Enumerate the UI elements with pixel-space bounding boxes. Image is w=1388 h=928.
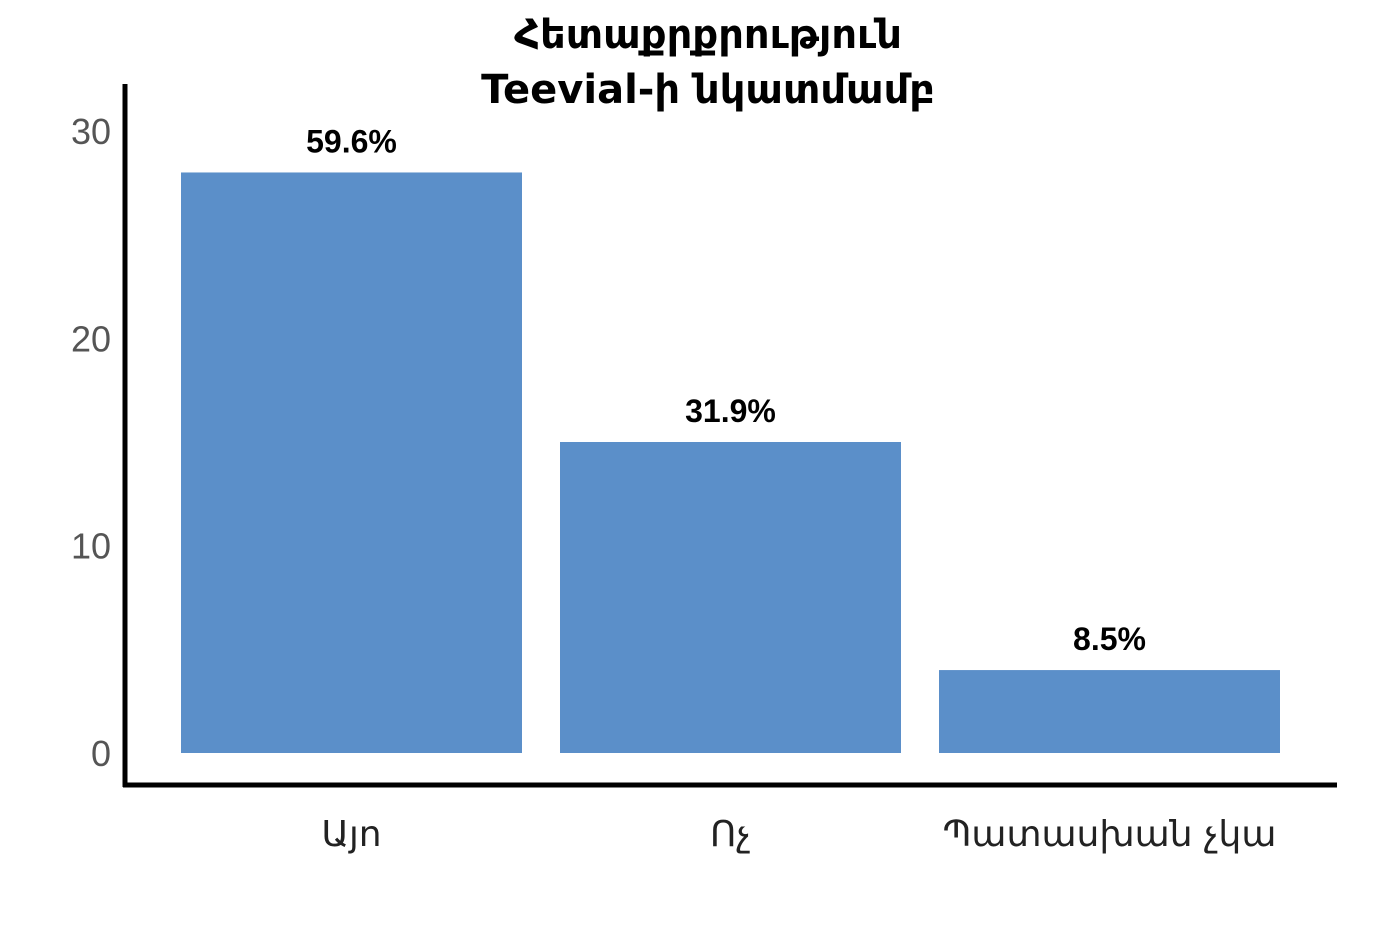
chart-title-line-2: Teevial-ի նկատմամբ xyxy=(481,67,935,113)
bar-value-label: 8.5% xyxy=(1073,621,1146,657)
y-axis-ticks: 0 10 20 30 xyxy=(71,111,111,774)
y-tick-label: 10 xyxy=(71,526,111,567)
data-labels-group: 59.6% 31.9% 8.5% xyxy=(306,123,1146,657)
bar-value-label: 31.9% xyxy=(685,393,776,429)
y-tick-label: 0 xyxy=(91,733,111,774)
bar-value-label: 59.6% xyxy=(306,123,397,159)
x-axis-ticks: Այո Ոչ Պատասխան չկա xyxy=(321,814,1276,855)
bar xyxy=(560,442,901,753)
bar xyxy=(939,670,1280,753)
chart-title-line-1: Հետաքրքրություն xyxy=(514,12,902,58)
x-tick-label: Պատասխան չկա xyxy=(943,814,1277,855)
x-tick-label: Այո xyxy=(321,814,381,855)
x-tick-label: Ոչ xyxy=(710,814,751,855)
bar xyxy=(181,172,522,753)
bars-group xyxy=(181,172,1280,753)
y-tick-label: 20 xyxy=(71,318,111,359)
y-tick-label: 30 xyxy=(71,111,111,152)
